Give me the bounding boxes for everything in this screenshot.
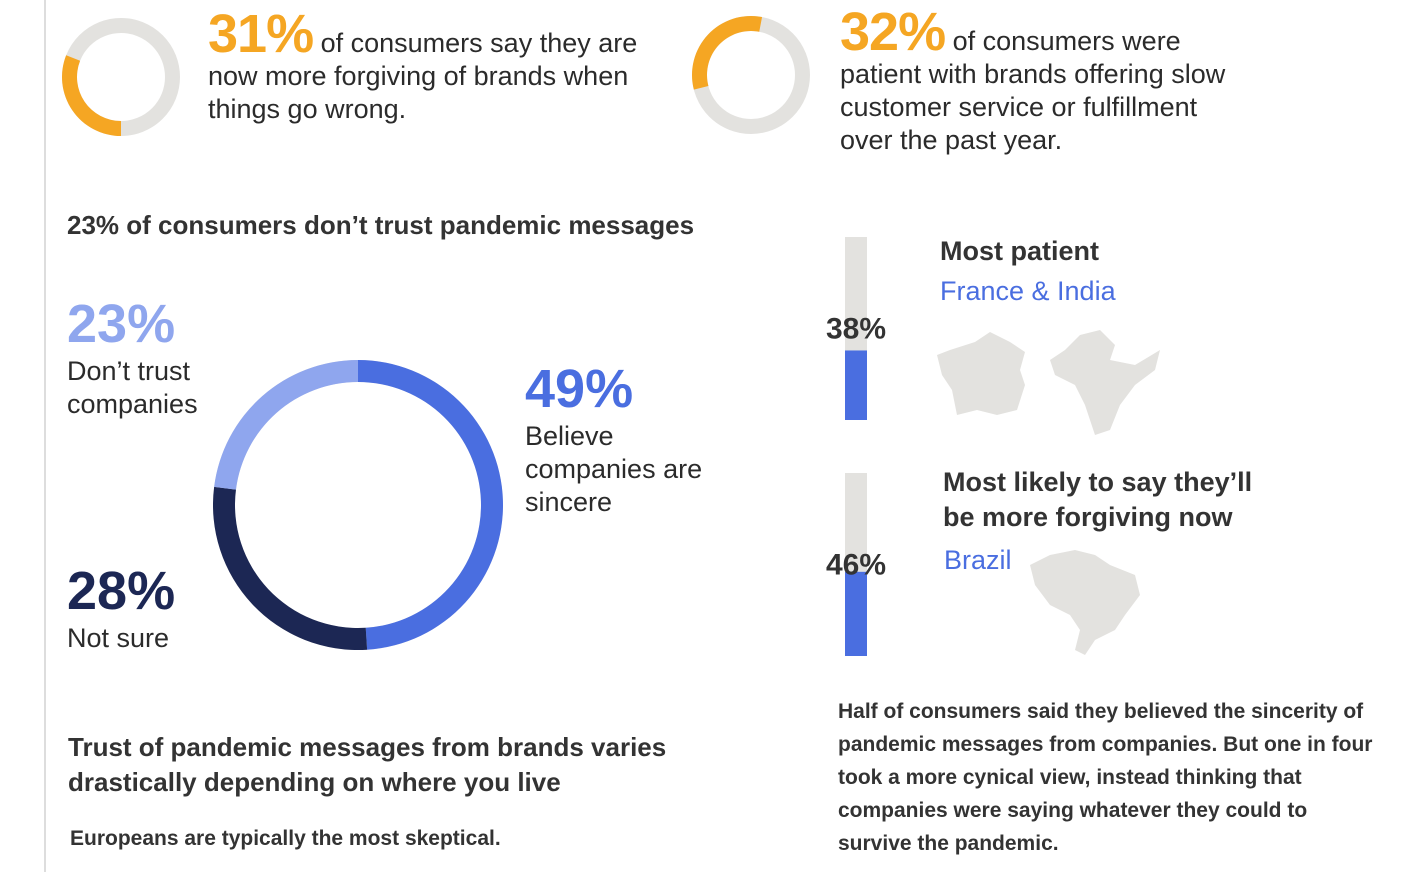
bar-title: Most likely to say they’ll be more forgi…: [943, 467, 1253, 532]
donut-title: 23% of consumers don’t trust pandemic me…: [67, 210, 695, 240]
donut-segment: [692, 15, 763, 90]
map-india: [1050, 330, 1160, 435]
bar: [845, 571, 867, 656]
donut-segment: [214, 360, 358, 490]
stat-1: 31% of consumers say they are now more f…: [208, 7, 648, 126]
legend-item: 28% Not sure: [67, 560, 267, 655]
bar-subtitle: Brazil: [944, 545, 1012, 575]
map-france: [937, 332, 1025, 415]
category-label: Believe companies are sincere: [525, 421, 703, 517]
value-label: 49%: [525, 359, 634, 419]
heading: Trust of pandemic messages from brands v…: [68, 732, 667, 797]
donut-segment: [213, 486, 368, 650]
value-label: 23%: [67, 294, 176, 354]
stat-2: 32% of consumers were patient with brand…: [840, 5, 1240, 157]
value-label: 46%: [826, 549, 886, 582]
donut-segment: [358, 360, 504, 650]
value-label: 38%: [826, 313, 886, 346]
note: Europeans are typically the most skeptic…: [70, 827, 501, 850]
legend-item: 49% Believe companies are sincere: [525, 358, 725, 519]
paragraph: Half of consumers said they believed the…: [838, 700, 1373, 855]
map-brazil: [1030, 550, 1140, 655]
bar-title: Most patient: [940, 236, 1099, 266]
stat-caption: of consumers were patient with brands of…: [840, 26, 1226, 155]
bar: [845, 350, 867, 420]
legend-item: 23% Don’t trust companies: [67, 293, 227, 421]
stat-caption: of consumers say they are now more forgi…: [208, 28, 638, 124]
value-label: 28%: [67, 561, 176, 621]
bar-subtitle: France & India: [940, 276, 1116, 306]
stat-value: 32%: [840, 2, 946, 62]
category-label: Not sure: [67, 623, 170, 653]
donut-segment: [61, 55, 121, 136]
maps: [937, 330, 1160, 655]
category-label: Don’t trust companies: [67, 356, 198, 419]
stat-value: 31%: [208, 4, 314, 64]
